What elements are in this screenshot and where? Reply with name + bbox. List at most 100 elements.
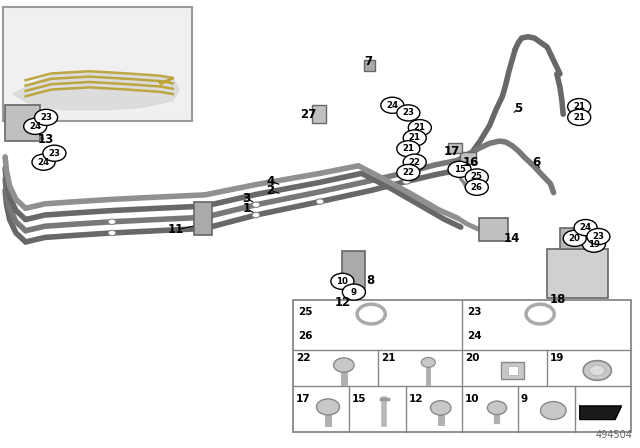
Bar [293,300,631,432]
Text: 6: 6 [532,155,540,169]
Circle shape [403,130,426,146]
Text: 21: 21 [573,102,585,111]
Circle shape [357,304,385,324]
Text: 21: 21 [414,123,426,132]
Circle shape [397,105,420,121]
Text: 20: 20 [569,234,580,243]
Text: 3: 3 [243,191,250,205]
Text: 12: 12 [408,394,423,405]
Text: 9: 9 [521,394,528,405]
Text: 14: 14 [504,232,520,245]
Text: 24: 24 [467,332,482,341]
Bar [479,218,508,241]
Bar [547,249,608,298]
Text: 10: 10 [337,277,348,286]
Text: 22: 22 [409,158,420,167]
Text: 27: 27 [300,108,317,121]
Text: 8: 8 [366,273,374,287]
Bar [194,202,212,235]
Text: 24: 24 [387,101,398,110]
Text: 25: 25 [298,307,313,317]
Bar [501,362,524,379]
Circle shape [574,220,597,236]
Text: 20: 20 [465,353,480,363]
Bar [448,143,462,153]
Text: 21: 21 [573,113,585,122]
Bar [508,366,518,375]
Text: 4: 4 [266,175,274,188]
Text: 5: 5 [515,102,522,115]
Circle shape [397,164,420,181]
Text: 22: 22 [403,168,414,177]
Text: 21: 21 [403,144,414,153]
Text: 9: 9 [351,288,357,297]
Text: 24: 24 [38,158,49,167]
Text: 2: 2 [266,184,274,197]
Circle shape [408,120,431,136]
Text: 10: 10 [465,394,479,405]
Circle shape [526,304,554,324]
Circle shape [582,236,605,252]
Text: 23: 23 [467,307,482,317]
Circle shape [252,202,260,207]
Text: 19: 19 [550,353,564,363]
Circle shape [583,361,611,380]
Text: 12: 12 [334,296,351,309]
Text: 21: 21 [381,353,396,363]
Circle shape [43,145,66,161]
Circle shape [541,401,566,419]
Circle shape [397,141,420,157]
Circle shape [35,109,58,125]
Text: 24: 24 [29,122,41,131]
Circle shape [108,230,116,236]
Circle shape [568,99,591,115]
Text: 17: 17 [296,394,310,405]
Text: 25: 25 [471,172,483,181]
Circle shape [465,179,488,195]
Text: 17: 17 [444,145,460,158]
Polygon shape [580,406,621,419]
Text: 23: 23 [40,113,52,122]
Circle shape [403,179,410,184]
Text: 18: 18 [549,293,566,306]
Bar [460,152,476,164]
Circle shape [589,365,605,376]
Circle shape [331,273,354,289]
Text: 23: 23 [49,149,60,158]
Bar [5,105,40,141]
Circle shape [465,169,488,185]
Circle shape [448,161,471,177]
Text: 23: 23 [593,232,604,241]
Text: 26: 26 [471,183,483,192]
Circle shape [488,401,507,414]
Circle shape [364,309,379,319]
Circle shape [342,284,365,300]
Text: 15: 15 [352,394,367,405]
Text: 11: 11 [168,223,184,237]
Circle shape [568,109,591,125]
Bar [560,228,584,249]
Bar [342,251,365,289]
Circle shape [333,358,354,372]
Text: 21: 21 [409,134,420,142]
Text: 16: 16 [463,155,479,169]
Circle shape [316,199,324,204]
Circle shape [403,154,426,170]
Circle shape [587,228,610,245]
Text: 494504: 494504 [595,430,632,440]
Circle shape [32,154,55,170]
Text: 1: 1 [243,202,250,215]
Bar [312,105,326,123]
Circle shape [381,97,404,113]
Circle shape [24,118,47,134]
Text: 24: 24 [580,223,591,232]
Circle shape [563,230,586,246]
Text: 22: 22 [296,353,311,363]
Circle shape [108,219,116,224]
Text: 7: 7 [365,55,372,69]
Bar [3,7,192,121]
Circle shape [252,212,260,218]
Polygon shape [13,72,179,110]
Text: 15: 15 [454,165,465,174]
Bar [364,60,375,71]
